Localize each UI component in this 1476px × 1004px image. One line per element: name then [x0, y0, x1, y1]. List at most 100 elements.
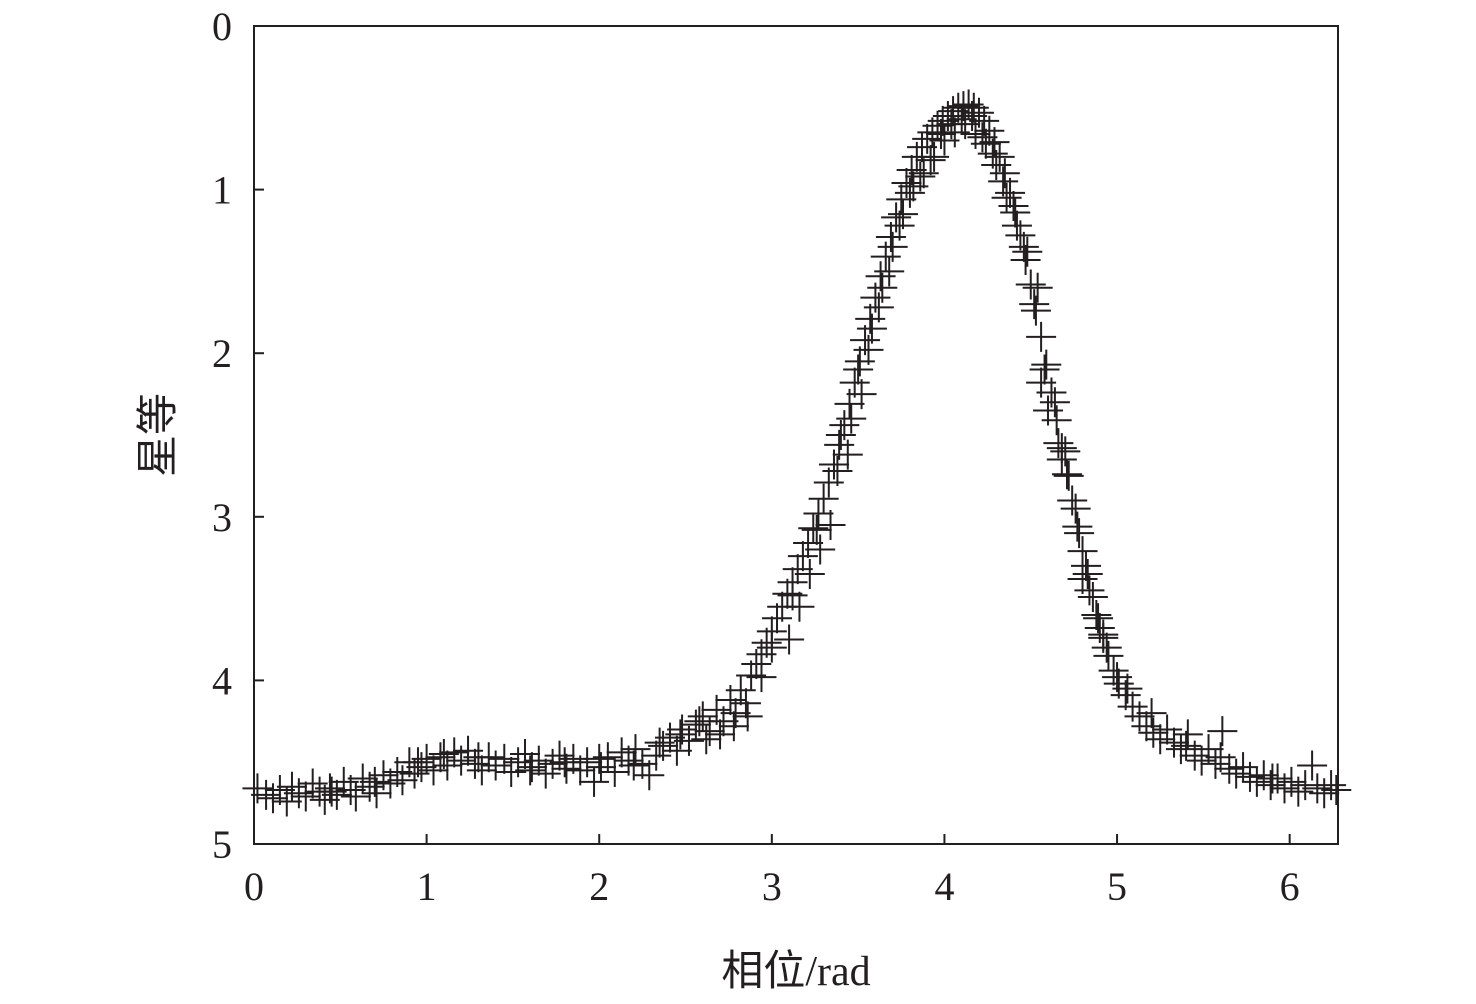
data-point [634, 760, 665, 791]
data-point [480, 750, 511, 781]
data-point [1138, 717, 1169, 748]
data-point [888, 199, 919, 230]
data-point [1207, 716, 1238, 747]
data-point [1205, 742, 1236, 773]
data-point [1309, 778, 1340, 809]
data-point [1062, 511, 1093, 542]
data-point [459, 748, 490, 779]
data-point [1297, 750, 1328, 781]
data-point [1070, 550, 1101, 581]
data-point [1033, 395, 1064, 426]
data-point [314, 773, 345, 804]
data-point [784, 591, 815, 622]
data-point [515, 755, 546, 786]
data-point [877, 231, 908, 262]
data-point [853, 334, 884, 365]
data-point [844, 346, 875, 377]
data-point [648, 730, 679, 761]
data-point [1290, 770, 1321, 801]
data-point [813, 467, 844, 498]
data-point [347, 763, 378, 794]
data-point [463, 742, 494, 773]
data-point [1321, 775, 1352, 806]
data-point [297, 768, 328, 799]
data-point [1257, 763, 1288, 794]
data-point [466, 755, 497, 786]
data-point [894, 177, 925, 208]
data-point [264, 775, 295, 806]
data-point [1015, 269, 1046, 300]
data-point [620, 734, 651, 765]
data-point [843, 354, 874, 385]
data-point [981, 150, 1012, 181]
data-point [822, 455, 853, 486]
data-point [1112, 673, 1143, 704]
data-point [537, 748, 568, 779]
data-point [730, 688, 761, 719]
data-point [644, 727, 675, 758]
data-point [977, 138, 1008, 169]
data-point [846, 379, 877, 410]
data-point [705, 719, 736, 750]
y-tick-label: 0 [212, 4, 232, 49]
data-point [1316, 770, 1347, 801]
data-point [402, 747, 433, 778]
plot-frame [253, 25, 1339, 845]
data-point [915, 145, 946, 176]
data-point [1026, 367, 1057, 398]
data-point [1234, 761, 1265, 792]
data-point [665, 719, 696, 750]
data-point [777, 580, 808, 611]
data-point [963, 97, 994, 128]
data-point [1072, 559, 1103, 590]
y-axis-title: 星等 [136, 393, 182, 477]
data-point [242, 773, 273, 804]
data-point [375, 768, 406, 799]
data-point [782, 554, 813, 585]
data-point [974, 115, 1005, 146]
data-point [998, 190, 1029, 221]
data-point [886, 184, 917, 215]
y-tick-label: 3 [212, 495, 232, 540]
data-point [1152, 714, 1183, 745]
x-tick-label: 1 [417, 864, 437, 909]
data-point [874, 256, 905, 287]
data-point [984, 141, 1015, 172]
data-point [995, 177, 1026, 208]
data-point [592, 742, 623, 773]
data-point [1067, 536, 1098, 567]
data-point [1046, 444, 1077, 475]
data-point [756, 632, 787, 663]
data-point [549, 747, 580, 778]
data-point [1064, 518, 1095, 549]
data-point [425, 742, 456, 773]
data-point [368, 760, 399, 791]
data-point [832, 439, 863, 470]
y-tick-label: 4 [212, 658, 232, 703]
data-point [896, 154, 927, 185]
data-point [836, 403, 867, 434]
data-point [1171, 730, 1202, 761]
data-point [839, 367, 870, 398]
data-point [751, 627, 782, 658]
data-point [1020, 295, 1051, 326]
data-point [979, 127, 1010, 158]
data-point [1081, 599, 1112, 630]
data-point [801, 514, 832, 545]
data-point [1026, 321, 1057, 352]
data-point [1012, 236, 1043, 267]
data-point [309, 784, 340, 815]
x-axis-title: 相位/rad [721, 948, 870, 995]
data-point [991, 182, 1022, 213]
data-point [428, 739, 459, 770]
data-point [1053, 460, 1084, 491]
data-point [271, 786, 302, 817]
data-point [1103, 668, 1134, 699]
data-point [406, 752, 437, 783]
data-point [1084, 613, 1115, 644]
data-point [1000, 197, 1031, 228]
data-point [687, 701, 718, 732]
data-point [1019, 289, 1050, 320]
y-tick-label: 2 [212, 331, 232, 376]
data-point [544, 740, 575, 771]
